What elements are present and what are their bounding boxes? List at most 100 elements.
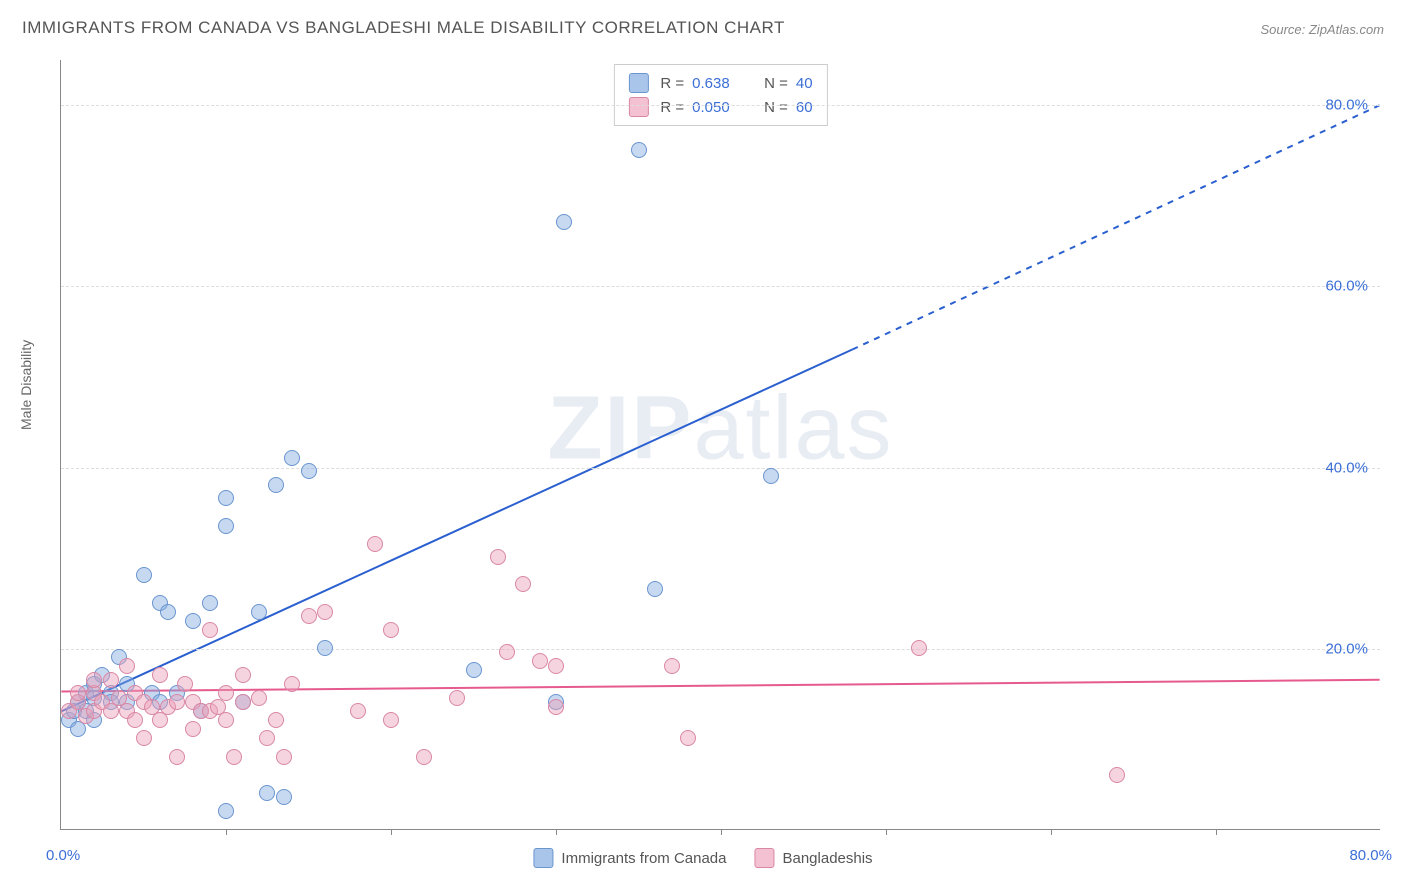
n-label: N = (764, 99, 788, 116)
y-tick-label: 80.0% (1325, 97, 1368, 114)
chart-title: IMMIGRANTS FROM CANADA VS BANGLADESHI MA… (22, 18, 785, 38)
legend-swatch-icon (533, 848, 553, 868)
data-point (218, 712, 234, 728)
data-point (449, 690, 465, 706)
data-point (680, 730, 696, 746)
correlation-legend-row: R = 0.050 N = 60 (628, 95, 812, 119)
data-point (490, 549, 506, 565)
data-point (284, 450, 300, 466)
data-point (383, 622, 399, 638)
data-point (911, 640, 927, 656)
data-point (160, 604, 176, 620)
legend-item: Immigrants from Canada (533, 848, 726, 868)
x-axis-min-label: 0.0% (46, 847, 80, 864)
data-point (185, 721, 201, 737)
data-point (466, 662, 482, 678)
data-point (103, 672, 119, 688)
gridline (61, 105, 1380, 106)
data-point (169, 749, 185, 765)
data-point (259, 730, 275, 746)
data-point (136, 730, 152, 746)
series-swatch-icon (628, 73, 648, 93)
trend-line (61, 350, 852, 712)
data-point (259, 785, 275, 801)
data-point (218, 685, 234, 701)
series-legend: Immigrants from Canada Bangladeshis (533, 848, 872, 868)
data-point (177, 676, 193, 692)
trend-lines-svg (61, 60, 1380, 829)
data-point (367, 536, 383, 552)
data-point (631, 142, 647, 158)
data-point (152, 667, 168, 683)
data-point (515, 576, 531, 592)
y-axis-label: Male Disability (18, 340, 34, 430)
data-point (556, 214, 572, 230)
correlation-legend-row: R = 0.638 N = 40 (628, 71, 812, 95)
x-axis-max-label: 80.0% (1349, 847, 1392, 864)
n-value: 40 (796, 75, 813, 92)
data-point (185, 613, 201, 629)
gridline (61, 286, 1380, 287)
x-tick (556, 829, 557, 835)
data-point (276, 749, 292, 765)
data-point (383, 712, 399, 728)
data-point (136, 567, 152, 583)
y-tick-label: 40.0% (1325, 459, 1368, 476)
data-point (276, 789, 292, 805)
x-tick (721, 829, 722, 835)
data-point (251, 690, 267, 706)
watermark: ZIPatlas (547, 378, 893, 481)
gridline (61, 649, 1380, 650)
data-point (127, 712, 143, 728)
data-point (251, 604, 267, 620)
data-point (763, 468, 779, 484)
data-point (268, 712, 284, 728)
data-point (103, 703, 119, 719)
data-point (218, 490, 234, 506)
data-point (532, 653, 548, 669)
x-tick (1051, 829, 1052, 835)
data-point (268, 477, 284, 493)
trend-line (852, 105, 1379, 349)
y-tick-label: 60.0% (1325, 278, 1368, 295)
watermark-bold: ZIP (547, 379, 693, 479)
data-point (202, 595, 218, 611)
correlation-legend: R = 0.638 N = 40 R = 0.050 N = 60 (613, 64, 827, 126)
data-point (284, 676, 300, 692)
gridline (61, 468, 1380, 469)
data-point (218, 803, 234, 819)
legend-label: Immigrants from Canada (561, 850, 726, 867)
series-swatch-icon (628, 97, 648, 117)
data-point (416, 749, 432, 765)
legend-item: Bangladeshis (754, 848, 872, 868)
data-point (235, 667, 251, 683)
data-point (499, 644, 515, 660)
r-value: 0.050 (692, 99, 746, 116)
data-point (86, 672, 102, 688)
data-point (152, 712, 168, 728)
y-tick-label: 20.0% (1325, 640, 1368, 657)
data-point (647, 581, 663, 597)
data-point (119, 658, 135, 674)
data-point (235, 694, 251, 710)
data-point (202, 622, 218, 638)
data-point (70, 721, 86, 737)
plot-area: ZIPatlas R = 0.638 N = 40 R = 0.050 N = … (60, 60, 1380, 830)
x-tick (1216, 829, 1217, 835)
x-tick (886, 829, 887, 835)
chart-container: IMMIGRANTS FROM CANADA VS BANGLADESHI MA… (0, 0, 1406, 892)
data-point (218, 518, 234, 534)
data-point (70, 685, 86, 701)
x-tick (391, 829, 392, 835)
source-attribution: Source: ZipAtlas.com (1260, 22, 1384, 37)
n-label: N = (764, 75, 788, 92)
data-point (317, 604, 333, 620)
data-point (226, 749, 242, 765)
n-value: 60 (796, 99, 813, 116)
legend-swatch-icon (754, 848, 774, 868)
data-point (301, 608, 317, 624)
data-point (664, 658, 680, 674)
legend-label: Bangladeshis (782, 850, 872, 867)
data-point (169, 694, 185, 710)
data-point (548, 658, 564, 674)
